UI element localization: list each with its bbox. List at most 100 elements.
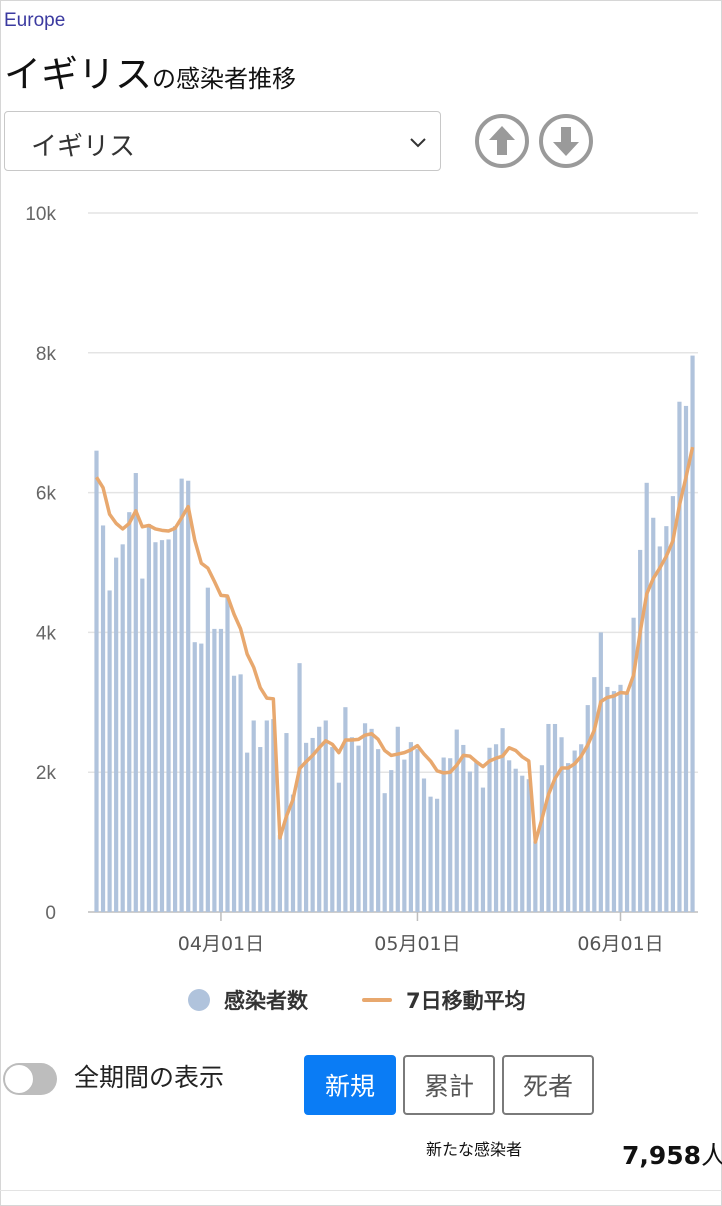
case-bar[interactable] bbox=[533, 841, 538, 912]
case-bar[interactable] bbox=[461, 744, 466, 912]
case-bar[interactable] bbox=[624, 693, 630, 912]
case-bar[interactable] bbox=[585, 705, 590, 912]
case-bar[interactable] bbox=[258, 747, 263, 912]
case-bar[interactable] bbox=[382, 793, 387, 912]
case-bar[interactable] bbox=[304, 742, 309, 912]
case-bar[interactable] bbox=[448, 758, 453, 912]
all-period-toggle[interactable] bbox=[3, 1063, 57, 1095]
case-bar[interactable] bbox=[454, 729, 459, 912]
case-bar[interactable] bbox=[317, 726, 322, 912]
country-select[interactable]: イギリス bbox=[4, 111, 441, 171]
case-bar[interactable] bbox=[186, 480, 191, 912]
case-bar[interactable] bbox=[94, 450, 99, 912]
case-bar[interactable] bbox=[572, 750, 577, 912]
case-bar[interactable] bbox=[657, 546, 662, 912]
case-bar[interactable] bbox=[415, 749, 420, 912]
case-bar[interactable] bbox=[389, 770, 394, 912]
case-bar[interactable] bbox=[330, 747, 335, 912]
new-button[interactable]: 新規 bbox=[304, 1055, 396, 1115]
case-bar[interactable] bbox=[212, 628, 217, 912]
case-bar[interactable] bbox=[435, 798, 440, 912]
case-bar[interactable] bbox=[343, 707, 348, 912]
case-bar[interactable] bbox=[592, 677, 597, 912]
case-bar[interactable] bbox=[376, 749, 381, 912]
case-bar[interactable] bbox=[539, 765, 544, 912]
legend-bars[interactable]: 感染者数 bbox=[188, 985, 308, 1015]
case-bar[interactable] bbox=[441, 757, 446, 912]
case-bar[interactable] bbox=[225, 597, 230, 912]
legend-line[interactable]: 7日移動平均 bbox=[362, 985, 526, 1015]
case-bar[interactable] bbox=[323, 720, 328, 912]
case-bar[interactable] bbox=[559, 737, 564, 912]
case-bar[interactable] bbox=[231, 675, 237, 912]
case-bar[interactable] bbox=[166, 539, 171, 912]
case-bar[interactable] bbox=[173, 526, 178, 912]
case-bar[interactable] bbox=[251, 720, 256, 912]
case-bar[interactable] bbox=[336, 782, 341, 912]
case-bar[interactable] bbox=[651, 517, 656, 912]
case-bar[interactable] bbox=[140, 578, 145, 912]
case-bar[interactable] bbox=[566, 763, 571, 912]
case-bar[interactable] bbox=[474, 761, 479, 912]
case-bar[interactable] bbox=[218, 628, 224, 912]
case-bar[interactable] bbox=[297, 663, 302, 912]
case-bar[interactable] bbox=[349, 737, 355, 912]
case-bar[interactable] bbox=[428, 796, 433, 912]
case-bar[interactable] bbox=[493, 744, 499, 912]
case-bar[interactable] bbox=[100, 525, 106, 912]
case-bar[interactable] bbox=[199, 643, 204, 912]
case-bar[interactable] bbox=[271, 719, 276, 912]
case-bar[interactable] bbox=[605, 686, 610, 912]
case-bar[interactable] bbox=[683, 405, 689, 912]
case-bar[interactable] bbox=[277, 835, 282, 912]
case-bar[interactable] bbox=[369, 728, 374, 912]
case-bar[interactable] bbox=[467, 771, 472, 913]
case-bar[interactable] bbox=[290, 794, 296, 912]
case-bar[interactable] bbox=[644, 482, 649, 912]
case-bar[interactable] bbox=[192, 642, 197, 912]
case-bar[interactable] bbox=[356, 745, 361, 912]
case-bar[interactable] bbox=[520, 775, 525, 912]
case-bar[interactable] bbox=[631, 617, 636, 912]
case-bar[interactable] bbox=[552, 723, 558, 912]
cumulative-button[interactable]: 累計 bbox=[403, 1055, 495, 1115]
case-bar[interactable] bbox=[205, 587, 210, 912]
case-bar[interactable] bbox=[133, 473, 138, 912]
case-bar[interactable] bbox=[526, 779, 531, 912]
case-bar[interactable] bbox=[480, 787, 486, 912]
case-bar[interactable] bbox=[284, 733, 289, 912]
case-bar[interactable] bbox=[421, 778, 427, 912]
case-bar[interactable] bbox=[245, 752, 250, 912]
case-bar[interactable] bbox=[690, 355, 695, 913]
case-bar[interactable] bbox=[114, 557, 119, 912]
case-bar[interactable] bbox=[153, 542, 158, 912]
case-bar[interactable] bbox=[664, 526, 669, 912]
case-bar[interactable] bbox=[310, 737, 315, 912]
case-bar[interactable] bbox=[107, 590, 112, 912]
case-bar[interactable] bbox=[507, 760, 512, 912]
case-bar[interactable] bbox=[238, 674, 243, 912]
case-bar[interactable] bbox=[402, 759, 407, 912]
case-bar[interactable] bbox=[677, 401, 682, 912]
arrow-up-circle-icon[interactable] bbox=[474, 113, 530, 169]
region-link[interactable]: Europe bbox=[4, 10, 66, 31]
arrow-down-circle-icon[interactable] bbox=[538, 113, 594, 169]
case-bar[interactable] bbox=[670, 496, 675, 912]
case-bar[interactable] bbox=[546, 723, 551, 912]
deaths-button[interactable]: 死者 bbox=[502, 1055, 594, 1115]
case-bar[interactable] bbox=[618, 684, 623, 912]
case-bar[interactable] bbox=[120, 544, 125, 912]
case-bar[interactable] bbox=[598, 632, 603, 912]
case-bar[interactable] bbox=[513, 768, 518, 912]
case-bar[interactable] bbox=[500, 728, 505, 912]
case-bar[interactable] bbox=[146, 524, 151, 912]
case-bar[interactable] bbox=[179, 478, 184, 912]
case-bar[interactable] bbox=[611, 691, 617, 912]
case-bar[interactable] bbox=[159, 540, 165, 912]
case-bar[interactable] bbox=[408, 742, 413, 912]
case-bar[interactable] bbox=[264, 720, 269, 912]
case-bar[interactable] bbox=[127, 512, 132, 912]
case-bar[interactable] bbox=[395, 726, 400, 912]
case-bar[interactable] bbox=[487, 747, 492, 912]
case-bar[interactable] bbox=[362, 723, 368, 912]
